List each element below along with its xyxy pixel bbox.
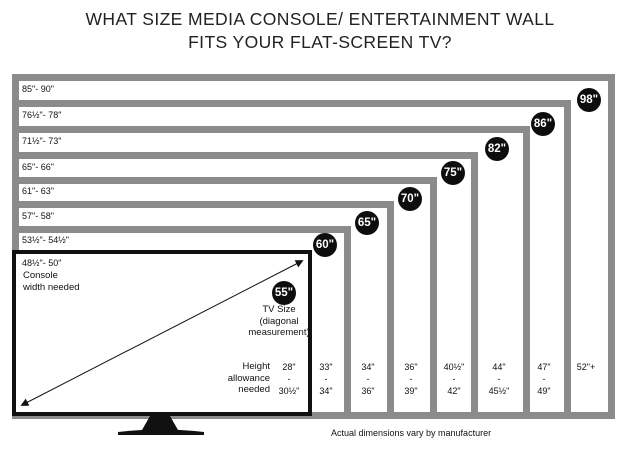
- footnote: Actual dimensions vary by manufacturer: [331, 428, 492, 438]
- height-86-min: 47": [537, 362, 551, 372]
- height-65-min: 34": [361, 362, 375, 372]
- height-82-max: 45½": [488, 386, 510, 396]
- console-width-75: 65"- 66": [22, 162, 54, 172]
- height-allowance-70: 36" - 39": [391, 361, 431, 397]
- height-55-min: 28": [282, 362, 296, 372]
- title-line-2: FITS YOUR FLAT-SCREEN TV?: [188, 32, 452, 52]
- height-75-max: 42": [447, 386, 461, 396]
- height-60-max: 34": [319, 386, 333, 396]
- height-allowance-75: 40½" - 42": [434, 361, 474, 397]
- tv-size-badge-86: 86": [531, 112, 555, 136]
- height-70-sep: -: [409, 374, 413, 384]
- tv-size-badge-75: 75": [441, 161, 465, 185]
- height-allowance-65: 34" - 36": [348, 361, 388, 397]
- height-70-min: 36": [404, 362, 418, 372]
- height-75-sep: -: [452, 374, 456, 384]
- height-allowance-82: 44" - 45½": [479, 361, 519, 397]
- height-70-max: 39": [404, 386, 418, 396]
- height-86-max: 49": [537, 386, 551, 396]
- title-line-1: WHAT SIZE MEDIA CONSOLE/ ENTERTAINMENT W…: [85, 9, 555, 29]
- height-65-sep: -: [366, 374, 370, 384]
- console-width-65: 57"- 58": [22, 211, 54, 221]
- tv-size-badge-98: 98": [577, 88, 601, 112]
- console-width-60: 53½"- 54½": [22, 235, 69, 245]
- tv-size-badge-70: 70": [398, 187, 422, 211]
- tv-size-badge-60: 60": [313, 233, 337, 257]
- height-86-sep: -: [542, 374, 546, 384]
- height-65-max: 36": [361, 386, 375, 396]
- height-allowance-55: 28" - 30½": [269, 361, 309, 397]
- console-width-86: 76½"- 78": [22, 110, 62, 120]
- height-60-sep: -: [324, 374, 328, 384]
- height-55-sep: -: [287, 374, 291, 384]
- height-82-sep: -: [497, 374, 501, 384]
- height-75-min: 40½": [443, 362, 465, 372]
- height-55-max: 30½": [278, 386, 300, 396]
- tv-size-badge-65: 65": [355, 211, 379, 235]
- page-title: WHAT SIZE MEDIA CONSOLE/ ENTERTAINMENT W…: [0, 8, 640, 54]
- height-60-min: 33": [319, 362, 333, 372]
- console-width-82: 71½"- 73": [22, 136, 62, 146]
- console-width-98: 85"- 90": [22, 84, 54, 94]
- height-allowance-86: 47" - 49": [524, 361, 564, 397]
- console-width-70: 61"- 63": [22, 186, 54, 196]
- height-98-min: 52"+: [576, 362, 596, 372]
- tv-size-badge-82: 82": [485, 137, 509, 161]
- height-82-min: 44": [492, 362, 506, 372]
- height-allowance-60: 33" - 34": [306, 361, 346, 397]
- height-allowance-98: 52"+: [566, 361, 606, 373]
